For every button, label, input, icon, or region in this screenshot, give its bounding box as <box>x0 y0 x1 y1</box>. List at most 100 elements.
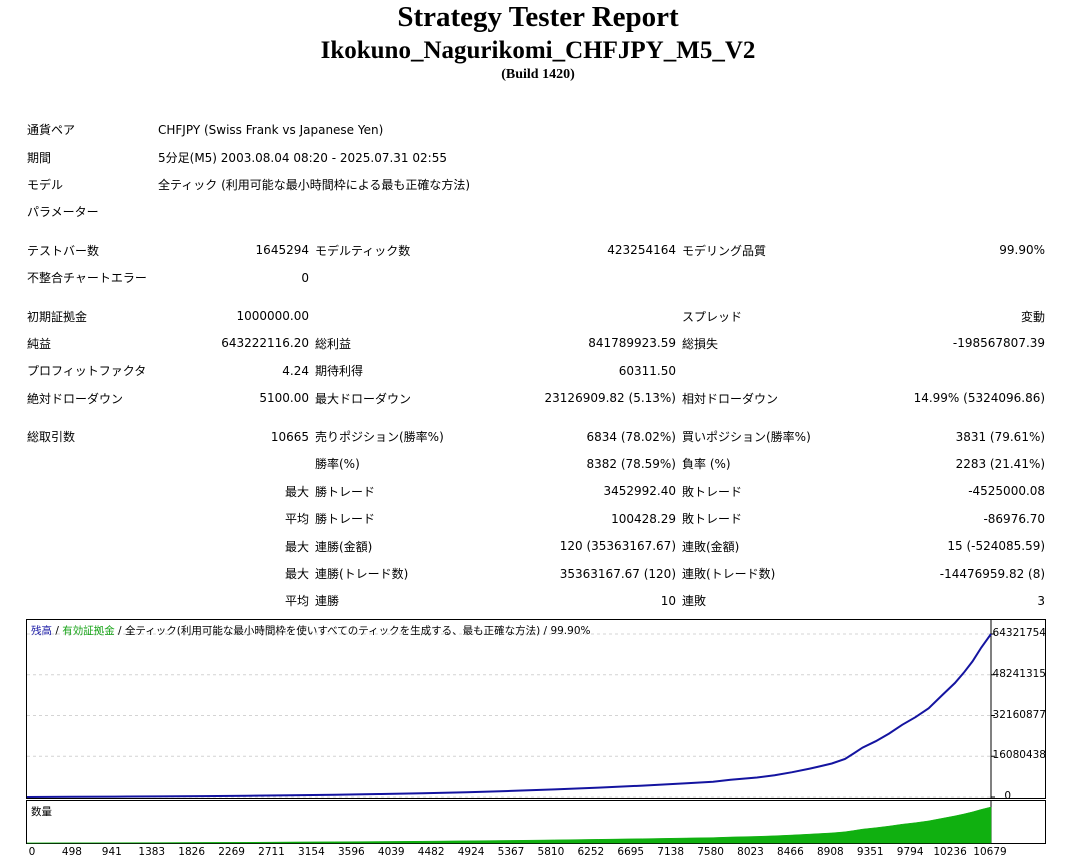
stat-row: 最大 連勝(金額) 120 (35363167.67) 連敗(金額) 15 (-5240… <box>24 532 1048 559</box>
stat-label <box>679 357 879 384</box>
legend-balance: 残高 <box>31 625 52 637</box>
info-row: 通貨ペア CHFJPY (Swiss Frank vs Japanese Yen) <box>24 116 1048 143</box>
stat-label: 総利益 <box>315 336 352 351</box>
stat-label: 売りポジション(勝率%) <box>315 430 444 445</box>
stat-value: 最大 <box>284 567 309 582</box>
x-tick-label: 498 <box>61 846 82 858</box>
stat-row: 純益 643222116.20 総利益 841789923.59 総損失 -1985678… <box>24 330 1048 357</box>
y-tick-label: 48241315 <box>992 667 1046 680</box>
stat-label <box>24 450 155 477</box>
y-tick-label: 0 <box>1004 790 1011 802</box>
stat-label: プロフィットファクタ <box>27 364 147 379</box>
stat-label: 連敗(金額) <box>682 539 740 554</box>
stat-value: -198567807.39 <box>952 336 1046 351</box>
stat-value: 3 <box>1037 593 1046 608</box>
stat-label: 相対ドローダウン <box>682 391 779 406</box>
stat-row: 初期証拠金 1000000.00 スプレッド 変動 <box>24 302 1048 329</box>
stat-label: 絶対ドローダウン <box>27 391 124 406</box>
stat-value: 平均 <box>284 594 309 609</box>
spacer-row <box>24 412 1048 423</box>
stat-value: 423254164 <box>607 243 676 258</box>
stat-label: 買いポジション(勝率%) <box>682 430 811 445</box>
legend-sep: / <box>52 625 63 637</box>
stat-label <box>312 302 506 329</box>
x-tick-label: 2711 <box>258 846 285 858</box>
stat-label <box>24 587 155 614</box>
stat-label <box>24 505 155 532</box>
info-value: CHFJPY (Swiss Frank vs Japanese Yen) <box>158 122 384 137</box>
stat-row: 最大 勝トレード 3452992.40 敗トレード -4525000.08 <box>24 478 1048 505</box>
stat-label: 勝率(%) <box>315 457 360 472</box>
stat-value <box>155 450 312 477</box>
build-number: (Build 1420) <box>501 67 575 82</box>
stat-value: 平均 <box>284 512 309 527</box>
legend-sep: / <box>540 625 551 637</box>
stat-value <box>879 357 1048 384</box>
stat-label <box>679 264 879 291</box>
x-tick-label: 9794 <box>896 846 924 858</box>
stat-value: 0 <box>301 270 309 285</box>
spacer-row <box>24 226 1048 237</box>
stat-value: -14476959.82 (8) <box>939 566 1046 581</box>
stat-row: 総取引数 10665 売りポジション(勝率%) 6834 (78.02%) 買いポジショ… <box>24 423 1048 450</box>
stat-value: 変動 <box>1021 309 1046 324</box>
stat-value: -4525000.08 <box>968 484 1046 499</box>
x-tick-label: 8023 <box>737 846 764 858</box>
stat-label <box>312 264 506 291</box>
legend-quality: 99.90% <box>550 625 591 637</box>
stat-label: 不整合チャートエラー <box>27 271 147 286</box>
y-tick-label: 16080438 <box>992 749 1046 762</box>
stat-value: 100428.29 <box>611 511 676 526</box>
balance-chart: 残高 / 有効証拠金 / 全ティック(利用可能な最小時間枠を使いすべてのティック… <box>26 619 1046 802</box>
info-label: パラメーター <box>27 205 99 220</box>
stat-label: 敗トレード <box>682 512 743 527</box>
stat-label: 勝トレード <box>315 484 376 499</box>
legend-sep: / <box>114 625 125 637</box>
balance-line <box>26 633 992 798</box>
info-row: 期間 5分足(M5) 2003.08.04 08:20 - 2025.07.31 … <box>24 143 1048 170</box>
x-tick-label: 10236 <box>933 846 967 858</box>
stat-value <box>506 302 679 329</box>
x-tick-label: 9351 <box>856 846 884 858</box>
x-tick-label: 3154 <box>298 846 325 858</box>
stat-label <box>24 532 155 559</box>
legend-equity: 有効証拠金 <box>62 625 115 637</box>
stat-label: 連勝(金額) <box>315 539 373 554</box>
stat-label: テストバー数 <box>27 243 100 258</box>
stat-value: 1000000.00 <box>236 309 309 324</box>
stat-value: 643222116.20 <box>221 336 309 351</box>
stat-label: 期待利得 <box>315 364 364 379</box>
x-tick-label: 10679 <box>973 846 1007 858</box>
stat-value: 3452992.40 <box>603 484 676 499</box>
stat-label: 連敗(トレード数) <box>682 567 776 582</box>
stat-value: 10 <box>660 593 676 608</box>
stat-label: 最大ドローダウン <box>315 391 412 406</box>
stat-row: 平均 勝トレード 100428.29 敗トレード -86976.70 <box>24 505 1048 532</box>
stat-row: 絶対ドローダウン 5100.00 最大ドローダウン 23126909.82 (5.13… <box>24 385 1048 412</box>
volume-label: 数量 <box>31 806 52 818</box>
stat-value: 6834 (78.02%) <box>586 429 676 444</box>
info-label: 通貨ペア <box>27 123 76 138</box>
x-axis: 0 498 941 1383 1826 2269 2711 3154 3596 4039 4482 4… <box>26 845 1007 860</box>
stat-row: 最大 連勝(トレード数) 35363167.67 (120) 連敗(トレード数) -14… <box>24 560 1048 587</box>
stat-label <box>24 478 155 505</box>
x-tick-label: 4039 <box>377 846 405 858</box>
stat-label: 連勝(トレード数) <box>315 567 409 582</box>
stat-value: 最大 <box>284 484 309 499</box>
info-value: 5分足(M5) 2003.08.04 08:20 - 2025.07.31 02… <box>158 150 447 165</box>
report-title: Strategy Tester Report <box>397 1 679 33</box>
stat-value: 5100.00 <box>259 391 309 406</box>
stat-label <box>24 560 155 587</box>
stat-value: 8382 (78.59%) <box>586 456 676 471</box>
stat-label: 敗トレード <box>682 484 743 499</box>
chart-legend: 残高 / 有効証拠金 / 全ティック(利用可能な最小時間枠を使いすべてのティック… <box>31 623 590 638</box>
x-tick-label: 8466 <box>777 846 804 858</box>
x-tick-label: 6695 <box>617 846 645 858</box>
expert-name: Ikokuno_Nagurikomi_CHFJPY_M5_V2 <box>320 37 756 64</box>
x-tick-label: 0 <box>28 846 36 858</box>
x-tick-label: 1383 <box>138 846 166 858</box>
stat-label: 初期証拠金 <box>27 309 88 324</box>
x-tick-label: 4924 <box>457 846 485 858</box>
stat-value: 35363167.67 (120) <box>559 566 676 581</box>
x-tick-label: 6252 <box>577 846 605 858</box>
